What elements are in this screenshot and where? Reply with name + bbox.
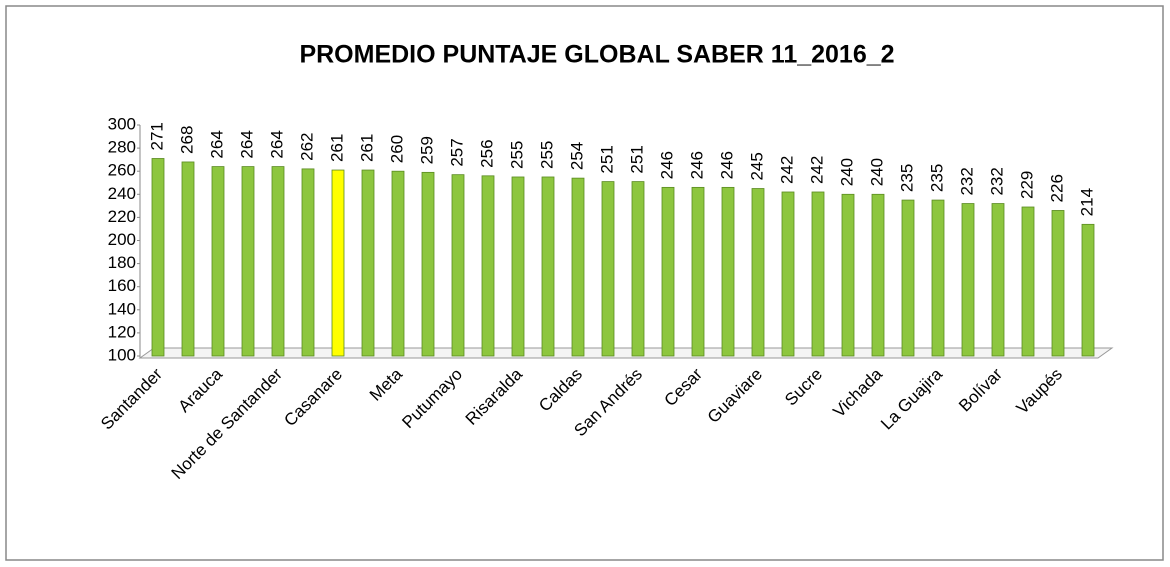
value-label: 232: [987, 167, 1006, 195]
bar: [901, 199, 915, 357]
bar: [301, 168, 315, 357]
value-label: 240: [837, 158, 856, 186]
bar: [961, 203, 975, 357]
value-label: 242: [807, 156, 826, 184]
chart-title: PROMEDIO PUNTAJE GLOBAL SABER 11_2016_2: [299, 41, 894, 69]
value-label: 232: [957, 167, 976, 195]
value-label: 254: [567, 142, 586, 170]
bar: [931, 199, 945, 357]
value-label: 246: [657, 151, 676, 179]
bar: [451, 174, 465, 357]
value-label: 242: [777, 156, 796, 184]
bar: [841, 193, 855, 357]
bar: [811, 191, 825, 357]
value-label: 251: [597, 145, 616, 173]
value-label: 256: [477, 139, 496, 167]
value-label: 255: [537, 141, 556, 169]
value-label: 229: [1017, 171, 1036, 199]
y-tick-label: 140: [108, 299, 136, 318]
bar: [271, 166, 285, 357]
value-label: 246: [717, 151, 736, 179]
bar: [391, 170, 405, 357]
bar: [781, 191, 795, 357]
value-label: 245: [747, 152, 766, 180]
bar: [361, 169, 375, 357]
bar: [241, 166, 255, 357]
value-label: 271: [147, 122, 166, 150]
value-label: 235: [897, 164, 916, 192]
y-tick-label: 100: [108, 345, 136, 364]
y-tick-label: 120: [108, 322, 136, 341]
bar: [631, 181, 645, 357]
value-label: 262: [297, 133, 316, 161]
value-label: 235: [927, 164, 946, 192]
y-tick-label: 160: [108, 276, 136, 295]
value-label: 246: [687, 151, 706, 179]
y-tick-label: 200: [108, 230, 136, 249]
value-label: 264: [267, 130, 286, 158]
y-tick-label: 260: [108, 161, 136, 180]
bar: [751, 188, 765, 357]
value-label: 259: [417, 136, 436, 164]
bar: [661, 186, 675, 357]
bar: [181, 161, 195, 357]
y-tick-label: 220: [108, 207, 136, 226]
bar: [571, 177, 585, 357]
value-label: 257: [447, 138, 466, 166]
value-label: 255: [507, 141, 526, 169]
bar: [331, 169, 345, 357]
bar: [1081, 223, 1095, 357]
floor: [138, 347, 1114, 359]
value-label: 240: [867, 158, 886, 186]
bar: [691, 186, 705, 357]
y-tick-label: 280: [108, 138, 136, 157]
bar: [871, 193, 885, 357]
value-label: 264: [237, 130, 256, 158]
value-label: 251: [627, 145, 646, 173]
bar: [211, 166, 225, 357]
bar: [541, 176, 555, 357]
value-label: 260: [387, 135, 406, 163]
value-label: 264: [207, 130, 226, 158]
bar: [1051, 210, 1065, 357]
y-tick-label: 300: [108, 114, 136, 133]
value-label: 261: [327, 134, 346, 162]
bar: [481, 175, 495, 357]
bar: [601, 181, 615, 357]
value-label: 226: [1047, 174, 1066, 202]
bar: [991, 203, 1005, 357]
bar: [721, 186, 735, 357]
bar: [421, 171, 435, 357]
value-label: 214: [1077, 188, 1096, 216]
y-tick-label: 240: [108, 184, 136, 203]
value-label: 261: [357, 134, 376, 162]
y-tick-label: 180: [108, 253, 136, 272]
bar: [1021, 206, 1035, 357]
bar: [151, 158, 165, 357]
bar: [511, 176, 525, 357]
value-label: 268: [177, 126, 196, 154]
